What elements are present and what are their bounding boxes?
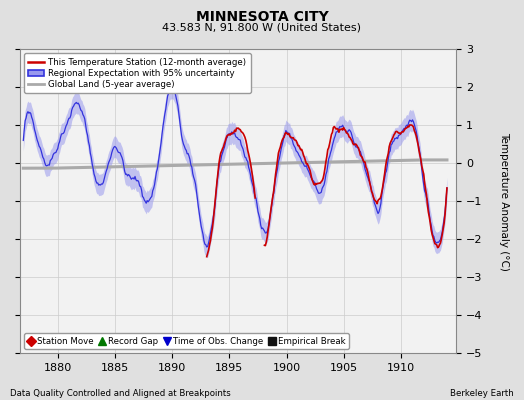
Text: Data Quality Controlled and Aligned at Breakpoints: Data Quality Controlled and Aligned at B… bbox=[10, 389, 231, 398]
Y-axis label: Temperature Anomaly (°C): Temperature Anomaly (°C) bbox=[499, 132, 509, 270]
Text: 43.583 N, 91.800 W (United States): 43.583 N, 91.800 W (United States) bbox=[162, 22, 362, 32]
Text: MINNESOTA CITY: MINNESOTA CITY bbox=[195, 10, 329, 24]
Text: Berkeley Earth: Berkeley Earth bbox=[450, 389, 514, 398]
Legend: Station Move, Record Gap, Time of Obs. Change, Empirical Break: Station Move, Record Gap, Time of Obs. C… bbox=[24, 333, 349, 349]
